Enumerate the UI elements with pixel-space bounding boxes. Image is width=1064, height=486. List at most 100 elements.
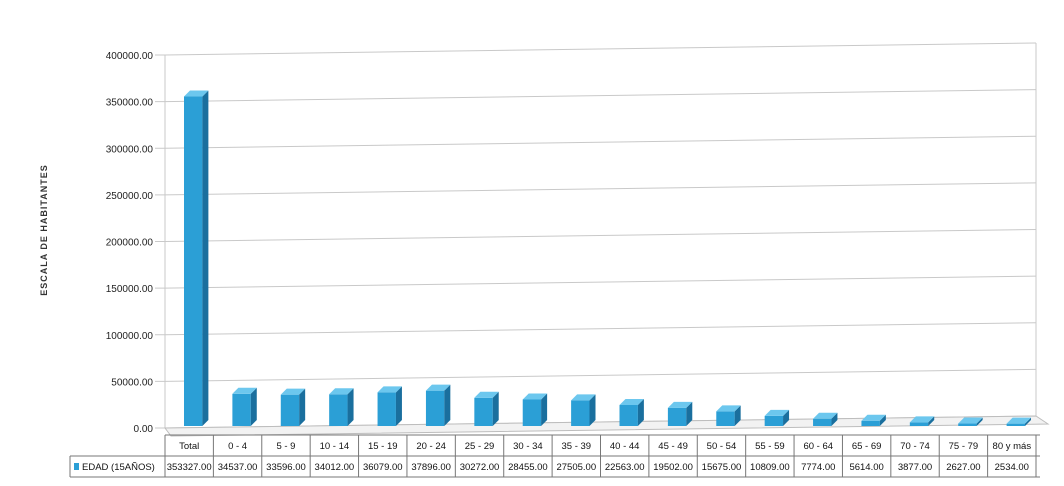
data-label: 353327.00: [167, 462, 212, 473]
bar-side: [1024, 417, 1031, 426]
y-tick-label: 100000.00: [106, 331, 154, 342]
bar-front: [764, 415, 784, 426]
bar: [764, 409, 790, 426]
x-tick-label: 55 - 59: [755, 441, 785, 452]
bar-top: [667, 401, 693, 408]
bar-side: [299, 388, 306, 426]
data-label: 15675.00: [702, 462, 742, 473]
x-tick-label: 50 - 54: [707, 441, 737, 452]
y-axis-ticks: 0.00 50000.00 100000.00 150000.00 200000.00 2…: [106, 51, 154, 435]
y-tick-label: 250000.00: [106, 191, 154, 202]
bar-side: [637, 398, 644, 426]
y-tick-label: 300000.00: [106, 144, 154, 155]
x-tick-label: 65 - 69: [852, 441, 882, 452]
x-tick-label: Total: [179, 441, 199, 452]
x-tick-label: 0 - 4: [228, 441, 247, 452]
x-tick-label: 75 - 79: [949, 441, 979, 452]
bar-top: [377, 386, 402, 393]
x-tick-label: 25 - 29: [465, 441, 495, 452]
bar: [377, 386, 402, 426]
bar-front: [522, 399, 542, 426]
bar-front: [619, 404, 638, 426]
y-tick-label: 0.00: [134, 424, 154, 435]
bar: [909, 416, 935, 426]
bar-front: [909, 422, 929, 426]
x-tick-label: 15 - 19: [368, 441, 398, 452]
y-tick-label: 200000.00: [106, 238, 154, 249]
bar: [813, 412, 838, 426]
bar-top: [232, 387, 257, 394]
data-label: 3877.00: [898, 462, 932, 473]
data-label: 27505.00: [556, 462, 596, 473]
bar-top: [619, 398, 644, 405]
bar: [619, 398, 644, 426]
data-label: 2627.00: [946, 462, 980, 473]
bar-side: [879, 414, 886, 426]
gridline: [164, 135, 1037, 149]
bar-front: [861, 420, 880, 426]
bar-side: [347, 388, 354, 426]
bar-top: [909, 416, 935, 423]
x-tick-label: 10 - 14: [320, 441, 350, 452]
legend-key: [74, 463, 79, 470]
bar: [184, 90, 209, 426]
x-tick-label: 60 - 64: [803, 441, 833, 452]
bar-top: [329, 388, 354, 395]
bar-top: [474, 391, 499, 398]
x-tick-label: 35 - 39: [562, 441, 592, 452]
data-label: 33596.00: [266, 462, 306, 473]
x-tick-label: 70 - 74: [900, 441, 930, 452]
gridline: [164, 89, 1037, 103]
data-label: 36079.00: [363, 462, 403, 473]
bar: [1006, 417, 1031, 426]
bar-side: [541, 393, 548, 426]
bar-front: [425, 390, 445, 426]
bar-side: [783, 409, 790, 426]
y-tick-label: 50000.00: [111, 377, 153, 388]
data-table: EDAD (15AÑOS) Total 353327.00 0 - 4 34537.00…: [69, 434, 1040, 478]
y-tick-label: 150000.00: [106, 284, 154, 295]
bar-top: [1006, 417, 1031, 424]
bar-front: [571, 400, 590, 426]
bar: [571, 394, 596, 426]
bar-front: [958, 423, 977, 426]
series-name: EDAD (15AÑOS): [82, 462, 155, 473]
bar-side: [734, 405, 741, 426]
data-label: 19502.00: [653, 462, 693, 473]
bar-top: [958, 417, 983, 424]
bar-front: [813, 418, 832, 426]
bar-top: [280, 388, 306, 395]
bar-side: [686, 401, 693, 426]
data-label: 28455.00: [508, 462, 548, 473]
bar: [522, 393, 548, 426]
bar-side: [395, 386, 402, 426]
data-label: 30272.00: [460, 462, 500, 473]
bar-side: [492, 391, 499, 426]
bar-side: [928, 416, 935, 426]
bar-top: [716, 405, 741, 412]
bar: [474, 391, 499, 426]
bar-side: [831, 412, 838, 426]
grid-layer: [155, 42, 1050, 437]
bars: [184, 90, 1031, 426]
bar-front: [184, 96, 203, 426]
bar-top: [425, 384, 451, 391]
data-label: 2534.00: [995, 462, 1029, 473]
gridline: [164, 275, 1037, 289]
bar: [716, 405, 741, 426]
bar: [425, 384, 451, 426]
bar: [667, 401, 693, 426]
y-axis-title: ESCALA DE HABITANTES: [39, 164, 49, 296]
bar-front: [474, 397, 493, 426]
bar-front: [377, 392, 396, 426]
x-tick-label: 45 - 49: [658, 441, 688, 452]
x-tick-label: 40 - 44: [610, 441, 640, 452]
bar-top: [764, 409, 790, 416]
bar-side: [589, 394, 596, 426]
bar-top: [571, 394, 596, 401]
bar: [232, 387, 257, 426]
data-label: 5614.00: [849, 462, 883, 473]
gridline: [164, 42, 1037, 56]
x-tick-label: 5 - 9: [276, 441, 295, 452]
